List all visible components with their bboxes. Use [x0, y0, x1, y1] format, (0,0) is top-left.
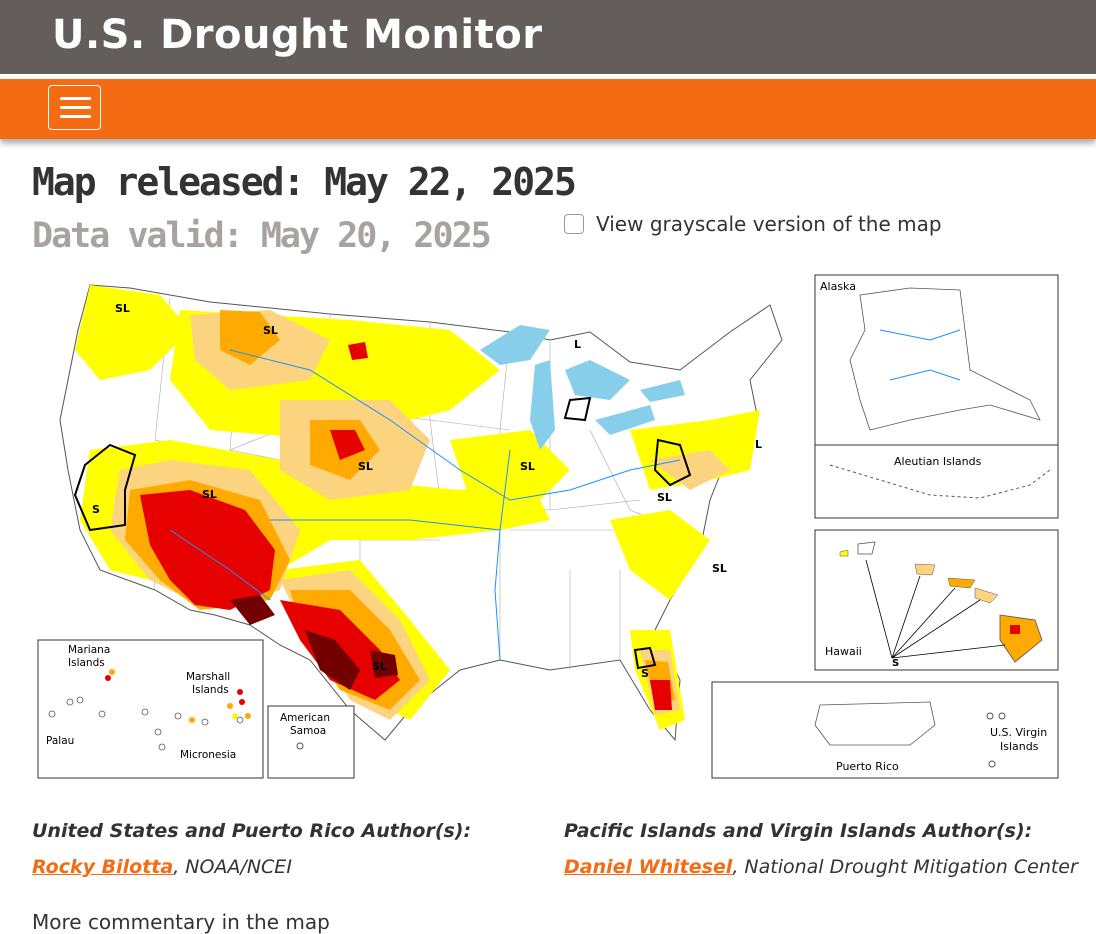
palau-label: Palau	[46, 735, 74, 747]
more-commentary-text: More commentary in the map	[32, 910, 330, 934]
us-authors-heading: United States and Puerto Rico Author(s):	[32, 820, 472, 842]
site-title[interactable]: U.S. Drought Monitor	[52, 12, 543, 58]
main-navbar	[0, 79, 1096, 139]
pacific-islands-inset: Mariana Islands Marshall Islands Palau M…	[37, 639, 355, 779]
map-label-sl: SL	[202, 488, 217, 501]
aleutian-label: Aleutian Islands	[894, 455, 982, 468]
us-credits: United States and Puerto Rico Author(s):…	[32, 820, 471, 878]
grayscale-toggle[interactable]: View grayscale version of the map	[564, 212, 942, 236]
map-label-l: L	[574, 338, 581, 351]
menu-bar	[60, 106, 91, 109]
mariana-label-2: Islands	[68, 657, 105, 669]
grayscale-checkbox[interactable]	[564, 214, 584, 234]
header-separator	[0, 74, 1096, 79]
map-label-l: L	[755, 438, 762, 451]
marshall-label-1: Marshall	[186, 671, 230, 683]
alaska-inset: Alaska Aleutian Islands	[814, 274, 1059, 519]
pacific-author-line: Daniel Whitesel, National Drought Mitiga…	[564, 856, 1078, 878]
drought-d3	[140, 342, 672, 710]
usvi-label-1: U.S. Virgin	[990, 726, 1047, 739]
hawaii-label: Hawaii	[825, 645, 862, 658]
map-label-sl: SL	[263, 324, 278, 337]
usvi-label-2: Islands	[1000, 740, 1039, 753]
map-label-sl: SL	[372, 660, 387, 673]
map-label-sl: SL	[657, 491, 672, 504]
hamburger-menu-icon[interactable]	[48, 85, 101, 130]
pacific-credits: Pacific Islands and Virgin Islands Autho…	[564, 820, 1078, 878]
map-label-sl: SL	[358, 460, 373, 473]
map-released-date: Map released: May 22, 2025	[32, 160, 577, 204]
drought-outlines	[73, 396, 692, 670]
pacific-author-affiliation: , National Drought Mitigation Center	[732, 856, 1078, 878]
us-author-affiliation: , NOAA/NCEI	[173, 856, 292, 878]
micronesia-label: Micronesia	[180, 749, 236, 761]
rivers	[169, 349, 681, 661]
menu-bar	[60, 97, 91, 100]
hawaii-label-s: S	[892, 658, 899, 669]
pacific-author-link[interactable]: Daniel Whitesel	[564, 856, 733, 878]
puerto-rico-label: Puerto Rico	[836, 760, 899, 773]
us-author-link[interactable]: Rocky Bilotta	[32, 856, 174, 878]
map-label-s: S	[92, 503, 100, 516]
menu-bar	[60, 115, 91, 118]
map-label-sl: SL	[115, 302, 130, 315]
map-label-s: S	[641, 667, 649, 680]
grayscale-label: View grayscale version of the map	[596, 212, 942, 236]
hawaii-inset: S Hawaii	[814, 529, 1059, 671]
samoa-label-1: American	[280, 712, 330, 724]
samoa-label-2: Samoa	[290, 725, 326, 737]
site-header: U.S. Drought Monitor	[0, 0, 1096, 74]
drought-d4	[230, 595, 398, 690]
alaska-label: Alaska	[820, 280, 856, 293]
pacific-authors-heading: Pacific Islands and Virgin Islands Autho…	[564, 820, 1033, 842]
puerto-rico-inset: Puerto Rico U.S. Virgin Islands	[711, 681, 1059, 779]
us-author-line: Rocky Bilotta, NOAA/NCEI	[32, 856, 471, 878]
conus-map: SL SL SL SL SL SL SL SL S S L L	[59, 284, 783, 742]
marshall-label-2: Islands	[192, 684, 229, 696]
mariana-label-1: Mariana	[68, 644, 110, 656]
drought-map: SL SL SL SL SL SL SL SL S S L L Alaska A…	[37, 274, 1059, 779]
map-label-sl: SL	[712, 562, 727, 575]
great-lakes	[480, 325, 685, 450]
data-valid-date: Data valid: May 20, 2025	[32, 216, 492, 256]
map-label-sl: SL	[520, 460, 535, 473]
